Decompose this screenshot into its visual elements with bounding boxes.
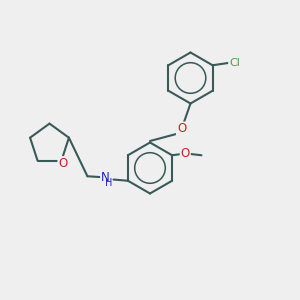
Text: N: N bbox=[101, 171, 110, 184]
Text: O: O bbox=[58, 157, 68, 170]
Text: O: O bbox=[181, 147, 190, 160]
Text: Cl: Cl bbox=[229, 58, 240, 68]
Text: O: O bbox=[177, 122, 186, 136]
Text: H: H bbox=[105, 178, 113, 188]
